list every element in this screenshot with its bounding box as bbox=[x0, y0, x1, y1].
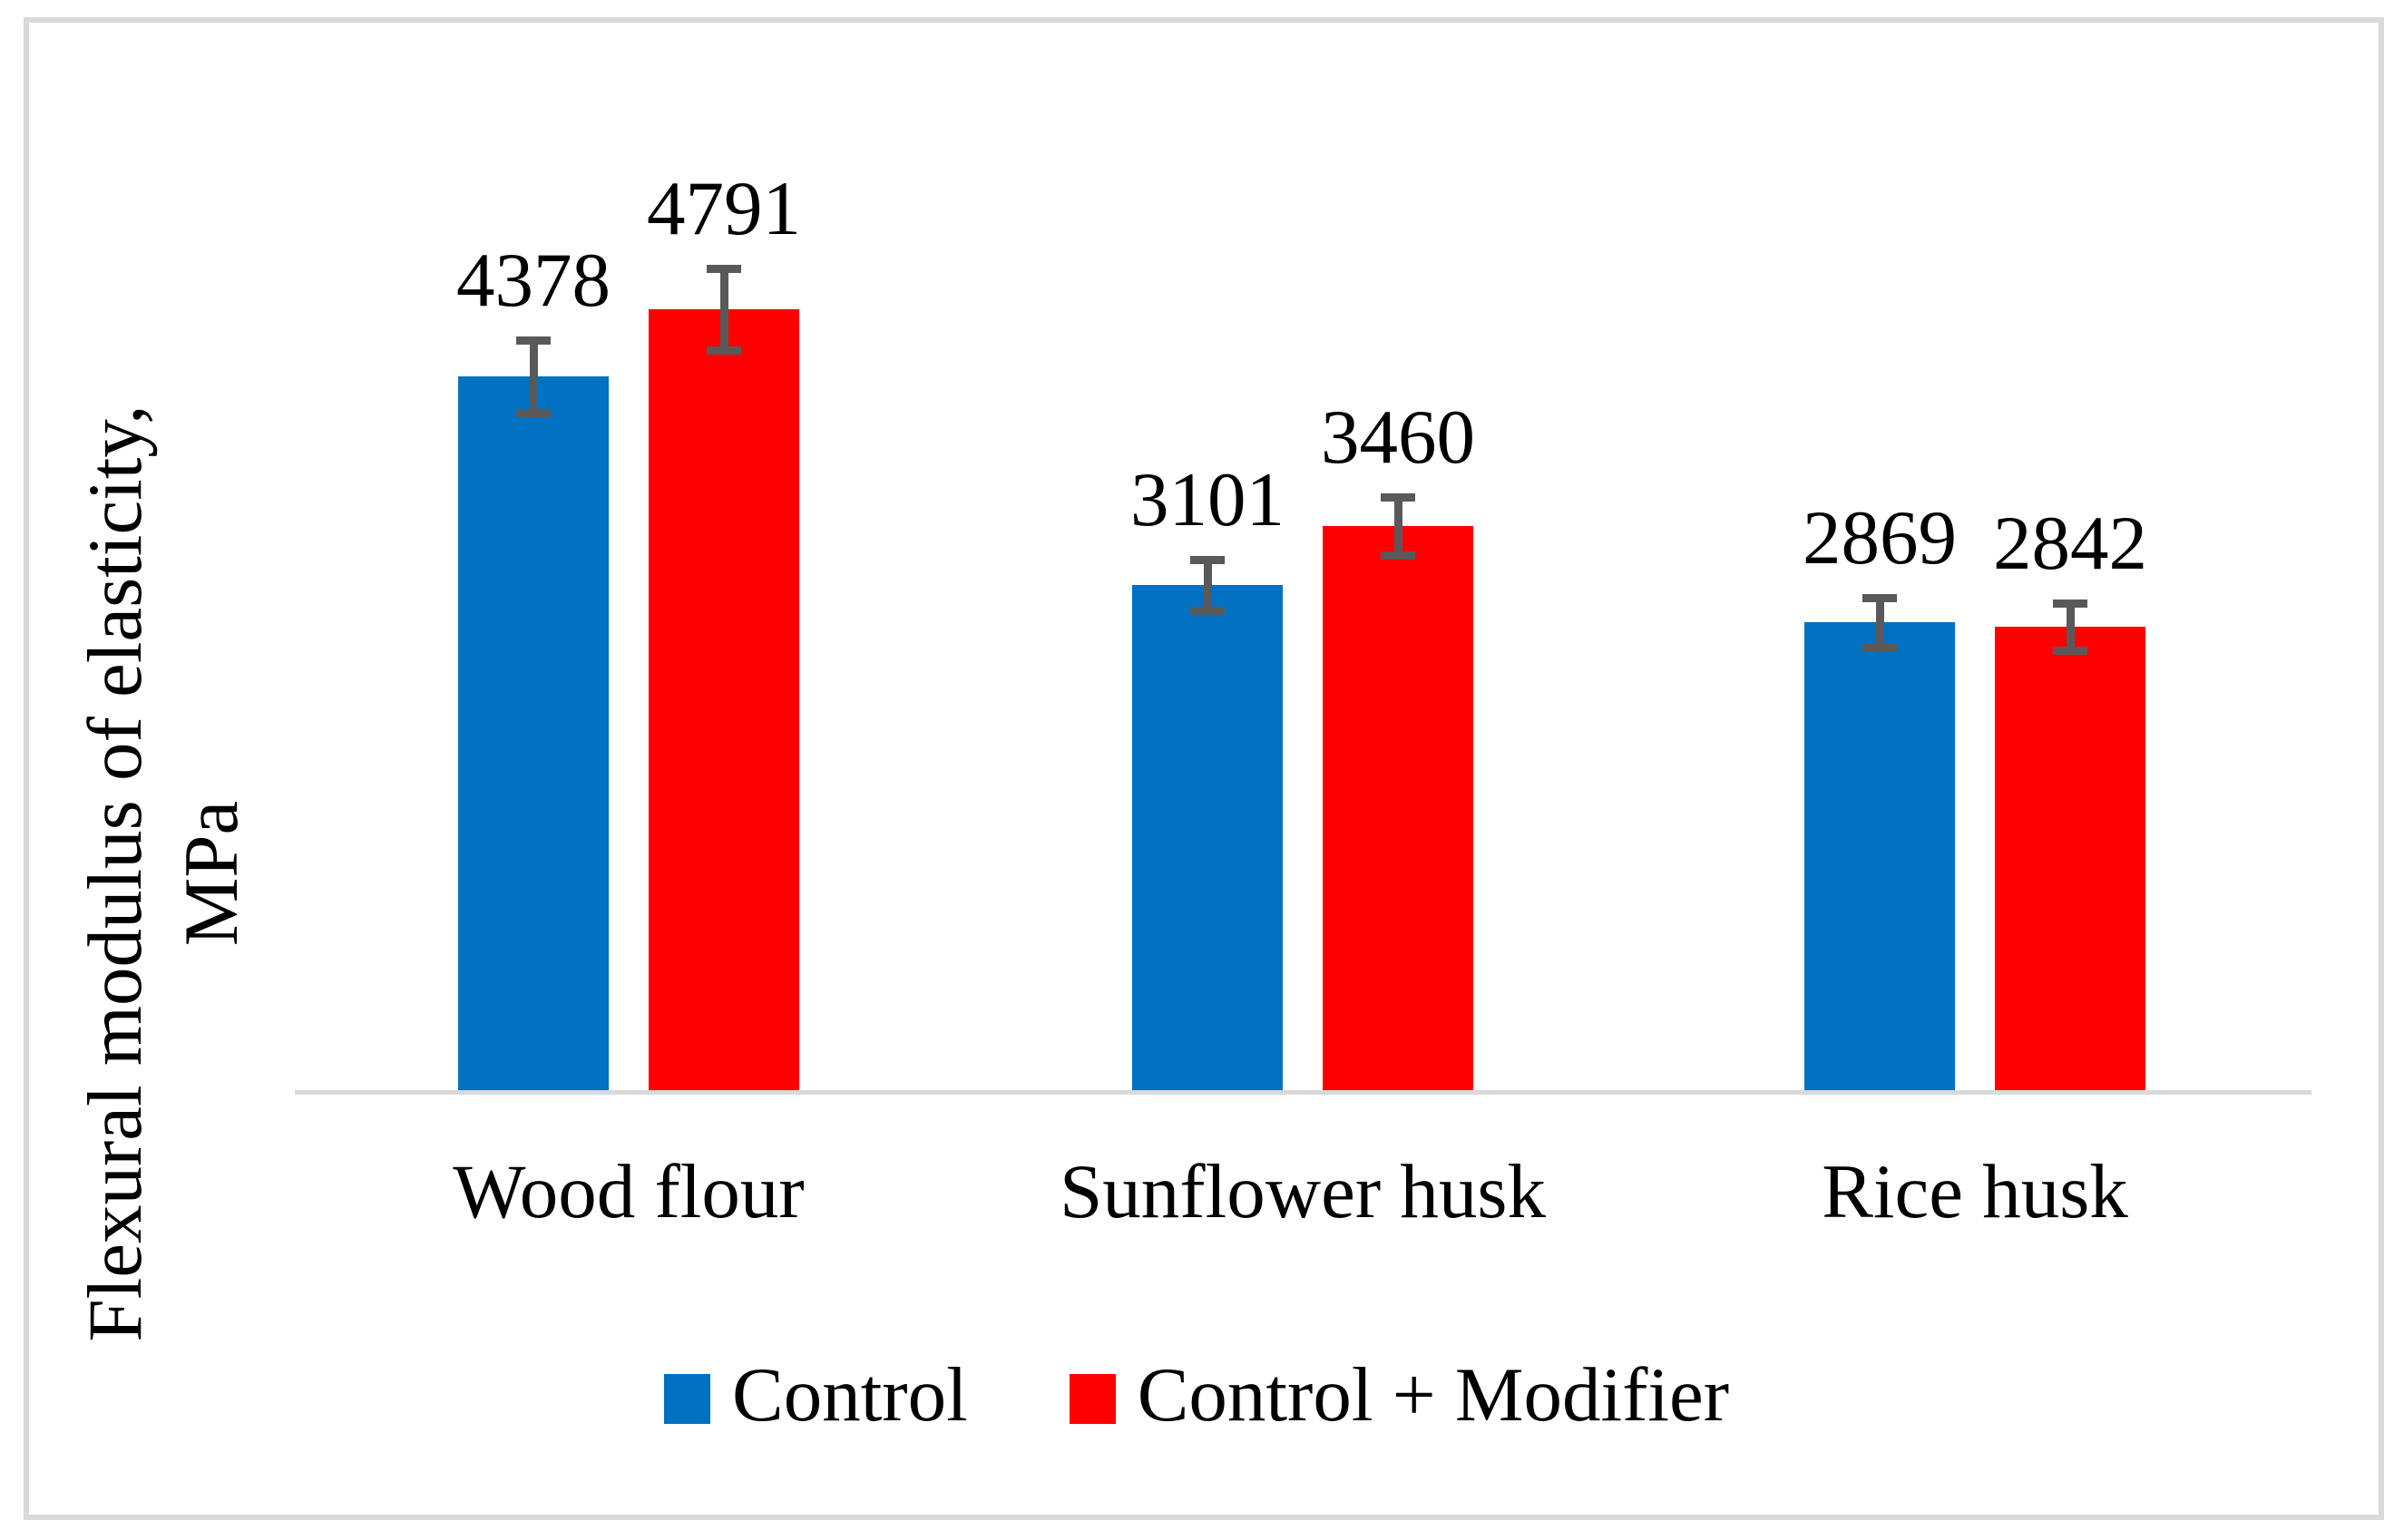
error-bar-top-cap-control-modifier-rice-husk bbox=[2053, 599, 2087, 608]
data-label-control-modifier-wood-flour: 4791 bbox=[647, 166, 801, 251]
chart-border-frame bbox=[24, 17, 2384, 1520]
bar-control-wood-flour bbox=[458, 376, 609, 1090]
error-bar-bottom-cap-control-rice-husk bbox=[1862, 643, 1897, 651]
y-axis-title-line2: MPa bbox=[169, 800, 254, 947]
legend-label-control-modifier: Control + Modifier bbox=[1137, 1352, 1730, 1438]
error-bar-top-cap-control-wood-flour bbox=[516, 336, 551, 345]
x-axis-label-wood-flour: Wood flour bbox=[453, 1149, 805, 1234]
error-bar-stem-control-modifier-sunflower-husk bbox=[1393, 497, 1402, 555]
x-axis-label-rice-husk: Rice husk bbox=[1822, 1149, 2128, 1234]
x-axis-line bbox=[295, 1090, 2311, 1095]
legend-item-control-modifier: Control + Modifier bbox=[1069, 1348, 1730, 1442]
error-bar-top-cap-control-rice-husk bbox=[1862, 594, 1897, 602]
data-label-control-wood-flour: 4378 bbox=[456, 238, 611, 323]
error-bar-stem-control-modifier-rice-husk bbox=[2066, 603, 2075, 650]
bar-control-modifier-rice-husk bbox=[1995, 627, 2145, 1090]
legend-swatch-control-modifier bbox=[1069, 1373, 1116, 1424]
y-axis-title-line1: Flexural modulus of elasticity, bbox=[73, 404, 158, 1342]
bar-control-modifier-wood-flour bbox=[649, 309, 799, 1090]
error-bar-bottom-cap-control-sunflower-husk bbox=[1190, 607, 1225, 615]
legend-label-control: Control bbox=[732, 1352, 968, 1438]
error-bar-stem-control-rice-husk bbox=[1875, 598, 1884, 647]
y-axis-title: Flexural modulus of elasticity, MPa bbox=[67, 239, 259, 1508]
data-label-control-rice-husk: 2869 bbox=[1803, 495, 1957, 580]
legend-swatch-control bbox=[664, 1373, 710, 1424]
error-bar-stem-control-wood-flour bbox=[529, 340, 538, 413]
data-label-control-modifier-sunflower-husk: 3460 bbox=[1321, 395, 1475, 480]
error-bar-bottom-cap-control-modifier-rice-husk bbox=[2053, 647, 2087, 655]
error-bar-top-cap-control-modifier-sunflower-husk bbox=[1381, 493, 1415, 502]
error-bar-bottom-cap-control-modifier-wood-flour bbox=[707, 346, 741, 355]
bar-control-sunflower-husk bbox=[1132, 585, 1283, 1090]
error-bar-bottom-cap-control-wood-flour bbox=[516, 409, 551, 417]
bar-control-rice-husk bbox=[1804, 622, 1955, 1090]
error-bar-bottom-cap-control-modifier-sunflower-husk bbox=[1381, 551, 1415, 560]
data-label-control-sunflower-husk: 3101 bbox=[1130, 457, 1285, 542]
error-bar-stem-control-sunflower-husk bbox=[1203, 560, 1212, 610]
legend: Control Control + Modifier bbox=[664, 1348, 1729, 1442]
x-axis-label-sunflower-husk: Sunflower husk bbox=[1060, 1149, 1546, 1234]
error-bar-top-cap-control-sunflower-husk bbox=[1190, 556, 1225, 564]
legend-item-control: Control bbox=[664, 1348, 968, 1442]
bar-control-modifier-sunflower-husk bbox=[1323, 526, 1473, 1090]
data-label-control-modifier-rice-husk: 2842 bbox=[1993, 501, 2147, 586]
error-bar-stem-control-modifier-wood-flour bbox=[719, 268, 728, 350]
error-bar-top-cap-control-modifier-wood-flour bbox=[707, 265, 741, 273]
